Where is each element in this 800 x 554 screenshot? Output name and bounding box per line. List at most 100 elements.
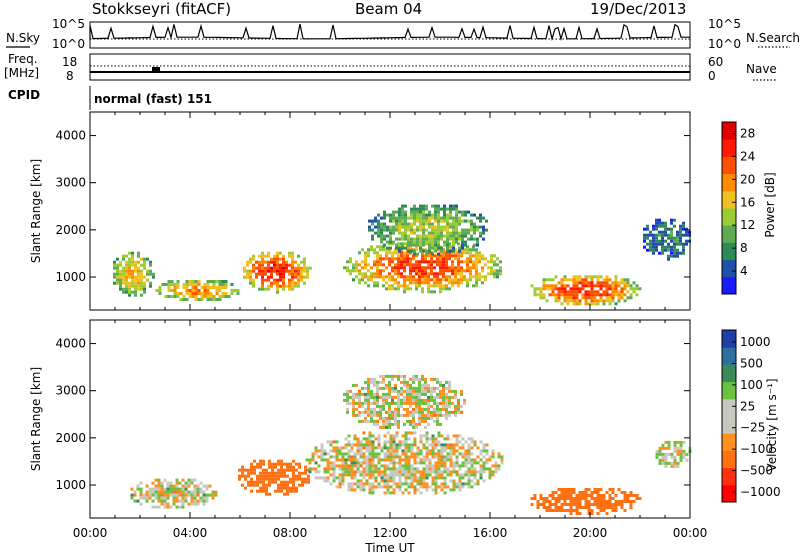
echo-cell: [461, 213, 464, 217]
echo-cell: [661, 455, 665, 459]
echo-cell: [303, 269, 306, 273]
echo-cell: [431, 225, 434, 229]
echo-cell: [415, 263, 418, 267]
echo-cell: [367, 407, 370, 411]
echo-cell: [409, 281, 412, 285]
echo-cell: [548, 500, 552, 503]
echo-cell: [436, 401, 439, 405]
echo-cell: [548, 509, 552, 512]
echo-cell: [401, 219, 404, 223]
x-tick-label: 12:00: [373, 526, 408, 540]
echo-cell: [419, 437, 423, 441]
echo-cell: [605, 284, 609, 288]
echo-cell: [475, 254, 478, 258]
echo-cell: [421, 407, 424, 411]
echo-cell: [466, 281, 469, 285]
echo-cell: [368, 446, 372, 450]
echo-cell: [469, 278, 472, 282]
echo-cell: [599, 506, 603, 509]
echo-cell: [373, 422, 376, 426]
echo-cell: [439, 392, 442, 396]
echo-cell: [253, 471, 256, 475]
echo-cell: [203, 286, 207, 289]
echo-cell: [356, 470, 360, 474]
echo-cell: [300, 275, 303, 279]
echo-cell: [427, 383, 430, 387]
echo-cell: [418, 260, 421, 264]
echo-cell: [407, 446, 411, 450]
echo-cell: [421, 251, 424, 255]
echo-cell: [376, 395, 379, 399]
echo-cell: [350, 473, 354, 477]
echo-cell: [569, 506, 573, 509]
colorbar-tick-label: −25: [740, 421, 765, 435]
echo-cell: [434, 482, 438, 486]
echo-cell: [412, 266, 415, 270]
echo-cell: [422, 434, 426, 438]
echo-cell: [145, 496, 149, 500]
echo-cell: [410, 210, 413, 214]
echo-cell: [412, 398, 415, 402]
echo-cell: [575, 497, 579, 500]
echo-cell: [629, 296, 633, 300]
echo-cell: [385, 422, 388, 426]
echo-cell: [401, 482, 405, 486]
echo-cell: [419, 243, 422, 247]
echo-cell: [181, 484, 185, 488]
echo-cell: [401, 243, 404, 247]
echo-cell: [445, 269, 448, 273]
echo-cell: [252, 266, 255, 270]
echo-cell: [163, 493, 167, 497]
echo-cell: [276, 290, 279, 294]
echo-cell: [419, 225, 422, 229]
echo-cell: [285, 266, 288, 270]
echo-cell: [410, 240, 413, 244]
echo-cell: [359, 461, 363, 465]
echo-cell: [560, 281, 564, 285]
echo-cell: [389, 240, 392, 244]
echo-cell: [425, 434, 429, 438]
echo-cell: [388, 380, 391, 384]
echo-cell: [157, 478, 161, 482]
echo-cell: [130, 487, 134, 491]
echo-cell: [614, 284, 618, 288]
echo-cell: [388, 275, 391, 279]
echo-cell: [116, 278, 119, 282]
echo-cell: [479, 225, 482, 229]
echo-cell: [376, 245, 379, 249]
echo-cell: [415, 248, 418, 252]
echo-cell: [461, 464, 465, 468]
echo-cell: [655, 236, 658, 240]
echo-cell: [434, 491, 438, 495]
echo-cell: [352, 266, 355, 270]
echo-cell: [346, 266, 349, 270]
echo-cell: [488, 476, 492, 480]
echo-cell: [364, 257, 367, 261]
echo-cell: [475, 260, 478, 264]
echo-cell: [264, 287, 267, 291]
echo-cell: [398, 488, 402, 492]
echo-cell: [434, 246, 437, 250]
echo-cell: [667, 242, 670, 246]
echo-cell: [209, 280, 213, 283]
echo-cell: [551, 287, 555, 291]
echo-cell: [440, 470, 444, 474]
echo-cell: [163, 496, 167, 500]
echo-cell: [347, 434, 351, 438]
echo-cell: [261, 287, 264, 291]
echo-cell: [364, 266, 367, 270]
echo-cell: [443, 210, 446, 214]
echo-cell: [323, 470, 327, 474]
echo-cell: [262, 459, 265, 463]
echo-cell: [587, 302, 591, 306]
echo-cell: [187, 502, 191, 506]
echo-cell: [425, 467, 429, 471]
echo-cell: [451, 269, 454, 273]
echo-cell: [347, 443, 351, 447]
echo-cell: [658, 461, 662, 465]
echo-cell: [425, 437, 429, 441]
echo-cell: [542, 293, 546, 297]
echo-cell: [212, 295, 216, 298]
echo-cell: [188, 283, 192, 286]
echo-cell: [347, 452, 351, 456]
